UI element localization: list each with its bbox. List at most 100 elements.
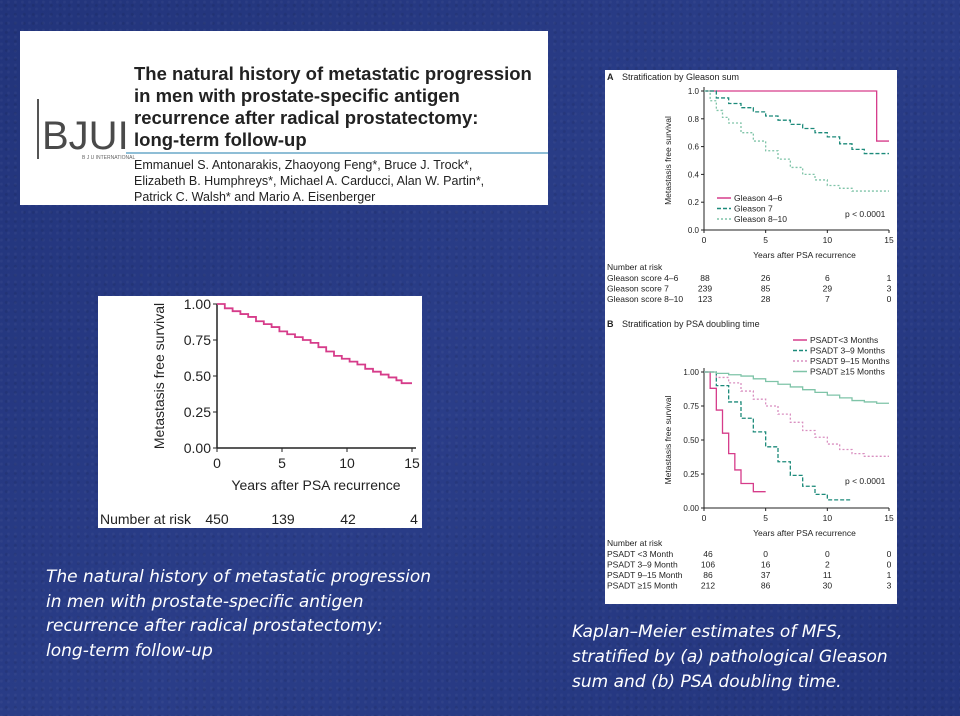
risk-count: 26 (761, 273, 771, 283)
y-tick-label: 0.00 (184, 440, 211, 456)
legend-label: PSADT 3–9 Months (810, 346, 885, 356)
risk-table-label: Number at risk (607, 262, 663, 272)
article-header-svg: BJUI B J U INTERNATIONAL The natural his… (20, 31, 548, 205)
y-tick-label: 0.0 (688, 226, 700, 235)
left-caption-line: in men with prostate-specific antigen (46, 591, 364, 612)
risk-count: 85 (761, 284, 771, 294)
risk-row-label: PSADT 9–15 Month (607, 570, 683, 580)
risk-count: 88 (700, 273, 710, 283)
article-title-line: recurrence after radical prostatectomy: (134, 107, 478, 128)
risk-count: 0 (887, 560, 892, 570)
article-author-line: Emmanuel S. Antonarakis, Zhaoyong Feng*,… (134, 158, 472, 172)
survival-curve (704, 90, 889, 142)
x-axis-label: Years after PSA recurrence (231, 477, 400, 493)
risk-count: 86 (703, 570, 713, 580)
survival-curve (217, 303, 412, 385)
legend-label: PSADT<3 Months (810, 335, 878, 345)
panel-title: Stratification by Gleason sum (622, 72, 739, 82)
km-overall-figure: 0.00 0.25 0.50 0.75 1.00 0 5 10 15 Metastasis fre… (98, 296, 422, 528)
risk-row-label: Gleason score 7 (607, 284, 669, 294)
x-axis-label: Years after PSA recurrence (753, 250, 856, 260)
panel-letter: A (607, 72, 614, 82)
survival-curve (704, 90, 889, 192)
legend-label: PSADT 9–15 Months (810, 356, 890, 366)
y-tick-label: 0.2 (688, 198, 700, 207)
y-tick-label: 0.25 (683, 470, 699, 479)
risk-count: 28 (761, 294, 771, 304)
x-tick-label: 5 (763, 235, 768, 245)
risk-count: 7 (825, 294, 830, 304)
risk-count: 11 (823, 570, 832, 580)
x-tick-label: 0 (702, 235, 707, 245)
survival-curve (704, 371, 889, 457)
risk-count: 1 (887, 570, 892, 580)
risk-count: 450 (205, 511, 229, 527)
y-tick-label: 0.25 (184, 404, 211, 420)
x-tick-label: 5 (763, 513, 768, 523)
risk-count: 46 (703, 549, 713, 559)
risk-count: 139 (271, 511, 295, 527)
risk-count: 29 (823, 284, 833, 294)
right-caption-line: Kaplan–Meier estimates of MFS, (572, 622, 843, 642)
risk-row-label: PSADT ≥15 Month (607, 581, 678, 591)
risk-count: 0 (887, 294, 892, 304)
y-tick-label: 0.6 (688, 143, 700, 152)
risk-row-bg (98, 502, 422, 528)
journal-logo: BJUI (42, 114, 129, 158)
risk-count: 16 (761, 560, 771, 570)
article-title: The natural history of metastatic progre… (134, 63, 532, 150)
survival-curve (704, 371, 852, 501)
legend-label: PSADT ≥15 Months (810, 367, 885, 377)
x-tick-label: 15 (884, 235, 894, 245)
panel-letter: B (607, 319, 614, 329)
risk-row-label: PSADT 3–9 Month (607, 560, 678, 570)
x-tick-label: 15 (884, 513, 894, 523)
right-caption-line: stratified by (a) pathological Gleason (572, 647, 888, 667)
risk-count: 123 (698, 294, 712, 304)
y-tick-label: 1.00 (184, 296, 211, 312)
risk-count: 239 (698, 284, 712, 294)
article-title-line: long-term follow-up (134, 129, 307, 150)
y-tick-label: 1.0 (688, 87, 700, 96)
panel-title: Stratification by PSA doubling time (622, 319, 760, 329)
article-header-image: BJUI B J U INTERNATIONAL The natural his… (20, 31, 548, 205)
legend-label: Gleason 8–10 (734, 214, 787, 224)
risk-table-label: Number at risk (607, 538, 663, 548)
x-tick-label: 5 (278, 455, 286, 471)
survival-curve (704, 371, 766, 493)
risk-count: 212 (701, 581, 715, 591)
risk-count: 30 (823, 581, 833, 591)
risk-row-label: Gleason score 4–6 (607, 273, 679, 283)
y-tick-label: 1.00 (683, 368, 699, 377)
y-tick-label: 0.00 (683, 504, 699, 513)
y-tick-label: 0.8 (688, 115, 700, 124)
survival-curve (704, 371, 889, 404)
risk-table-label: Number at risk (100, 511, 192, 527)
p-value: p < 0.0001 (845, 476, 886, 486)
x-tick-label: 0 (702, 513, 707, 523)
risk-count: 1 (887, 273, 892, 283)
y-tick-label: 0.4 (688, 170, 700, 179)
y-axis-label: Metastasis free survival (663, 116, 673, 205)
legend-label: Gleason 4–6 (734, 193, 782, 203)
x-tick-label: 10 (823, 513, 833, 523)
x-tick-label: 10 (339, 455, 355, 471)
survival-curve (704, 90, 889, 155)
y-tick-label: 0.50 (683, 436, 699, 445)
risk-count: 42 (340, 511, 356, 527)
legend-label: Gleason 7 (734, 204, 773, 214)
risk-count: 6 (825, 273, 830, 283)
risk-count: 3 (887, 284, 892, 294)
risk-count: 0 (763, 549, 768, 559)
x-tick-label: 15 (404, 455, 420, 471)
risk-row-label: PSADT <3 Month (607, 549, 673, 559)
right-caption-line: sum and (b) PSA doubling time. (572, 672, 842, 692)
article-author-line: Patrick C. Walsh* and Mario A. Eisenberg… (134, 190, 375, 204)
journal-logo-sub: B J U INTERNATIONAL (82, 155, 135, 161)
km-overall-chart: 0.00 0.25 0.50 0.75 1.00 0 5 10 15 Metastasis fre… (98, 296, 422, 528)
risk-count: 0 (887, 549, 892, 559)
risk-count: 37 (761, 570, 771, 580)
risk-count: 4 (410, 511, 418, 527)
article-title-line: in men with prostate-specific antigen (134, 85, 460, 106)
y-tick-label: 0.75 (184, 332, 211, 348)
